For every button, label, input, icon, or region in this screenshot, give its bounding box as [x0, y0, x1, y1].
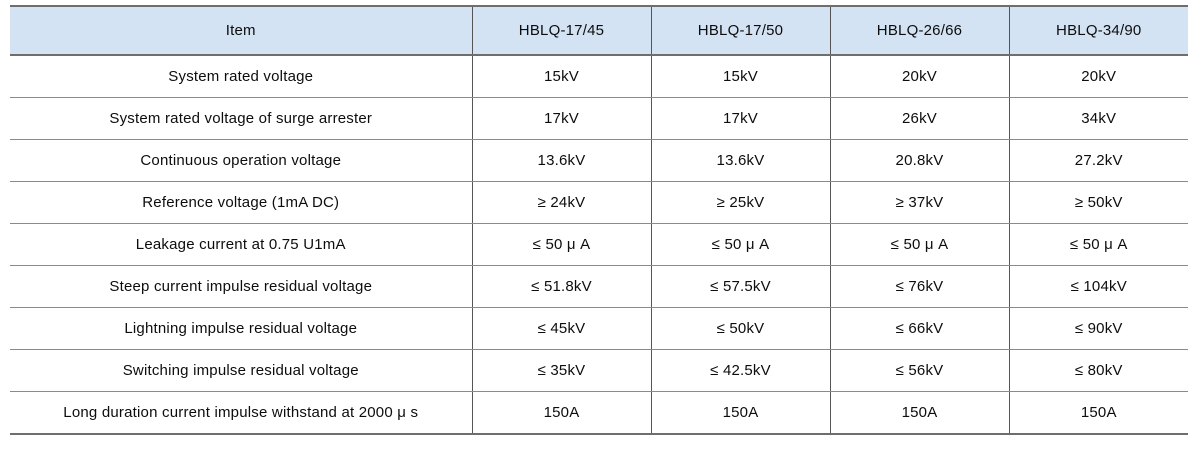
table-row: Leakage current at 0.75 U1mA ≤ 50 μ A ≤ …: [10, 223, 1188, 266]
value-cell: ≥ 25kV: [650, 181, 830, 224]
value-cell: 15kV: [471, 55, 651, 98]
item-cell: Continuous operation voltage: [10, 139, 472, 182]
value-cell: 15kV: [650, 55, 830, 98]
value-cell: ≤ 66kV: [829, 307, 1009, 350]
value-cell: 20kV: [1008, 55, 1188, 98]
value-cell: 20.8kV: [829, 139, 1009, 182]
value-cell: 20kV: [829, 55, 1009, 98]
value-cell: 34kV: [1008, 97, 1188, 140]
value-cell: 150A: [829, 391, 1009, 435]
column-header-hblq-17-45: HBLQ-17/45: [471, 5, 651, 56]
value-cell: ≤ 56kV: [829, 349, 1009, 392]
value-cell: 13.6kV: [471, 139, 651, 182]
item-cell: Steep current impulse residual voltage: [10, 265, 472, 308]
item-cell: System rated voltage: [10, 55, 472, 98]
column-header-hblq-17-50: HBLQ-17/50: [650, 5, 830, 56]
value-cell: 150A: [650, 391, 830, 435]
item-cell: Leakage current at 0.75 U1mA: [10, 223, 472, 266]
column-header-hblq-34-90: HBLQ-34/90: [1008, 5, 1188, 56]
value-cell: ≤ 50 μ A: [650, 223, 830, 266]
value-cell: ≤ 90kV: [1008, 307, 1188, 350]
value-cell: ≤ 76kV: [829, 265, 1009, 308]
item-cell: Lightning impulse residual voltage: [10, 307, 472, 350]
value-cell: ≤ 50kV: [650, 307, 830, 350]
item-cell: Reference voltage (1mA DC): [10, 181, 472, 224]
item-cell: System rated voltage of surge arrester: [10, 97, 472, 140]
value-cell: ≤ 50 μ A: [829, 223, 1009, 266]
table-row: Long duration current impulse withstand …: [10, 391, 1188, 435]
table-row: System rated voltage 15kV 15kV 20kV 20kV: [10, 55, 1188, 98]
header-row: Item HBLQ-17/45 HBLQ-17/50 HBLQ-26/66 HB…: [10, 5, 1188, 56]
value-cell: 17kV: [471, 97, 651, 140]
value-cell: ≥ 37kV: [829, 181, 1009, 224]
value-cell: ≤ 104kV: [1008, 265, 1188, 308]
value-cell: ≤ 42.5kV: [650, 349, 830, 392]
value-cell: 27.2kV: [1008, 139, 1188, 182]
value-cell: ≤ 50 μ A: [471, 223, 651, 266]
table-row: Continuous operation voltage 13.6kV 13.6…: [10, 139, 1188, 182]
value-cell: ≤ 80kV: [1008, 349, 1188, 392]
value-cell: 17kV: [650, 97, 830, 140]
value-cell: ≤ 45kV: [471, 307, 651, 350]
value-cell: 26kV: [829, 97, 1009, 140]
value-cell: ≥ 24kV: [471, 181, 651, 224]
table-row: Reference voltage (1mA DC) ≥ 24kV ≥ 25kV…: [10, 181, 1188, 224]
column-header-hblq-26-66: HBLQ-26/66: [829, 5, 1009, 56]
value-cell: ≤ 57.5kV: [650, 265, 830, 308]
value-cell: ≤ 51.8kV: [471, 265, 651, 308]
value-cell: 150A: [471, 391, 651, 435]
value-cell: ≤ 35kV: [471, 349, 651, 392]
item-cell: Switching impulse residual voltage: [10, 349, 472, 392]
table-row: Steep current impulse residual voltage ≤…: [10, 265, 1188, 308]
table-row: Lightning impulse residual voltage ≤ 45k…: [10, 307, 1188, 350]
column-header-item: Item: [10, 5, 472, 56]
value-cell: ≥ 50kV: [1008, 181, 1188, 224]
value-cell: ≤ 50 μ A: [1008, 223, 1188, 266]
spec-table: Item HBLQ-17/45 HBLQ-17/50 HBLQ-26/66 HB…: [10, 5, 1188, 435]
table-row: System rated voltage of surge arrester 1…: [10, 97, 1188, 140]
value-cell: 150A: [1008, 391, 1188, 435]
item-cell: Long duration current impulse withstand …: [10, 391, 472, 435]
table-row: Switching impulse residual voltage ≤ 35k…: [10, 349, 1188, 392]
value-cell: 13.6kV: [650, 139, 830, 182]
